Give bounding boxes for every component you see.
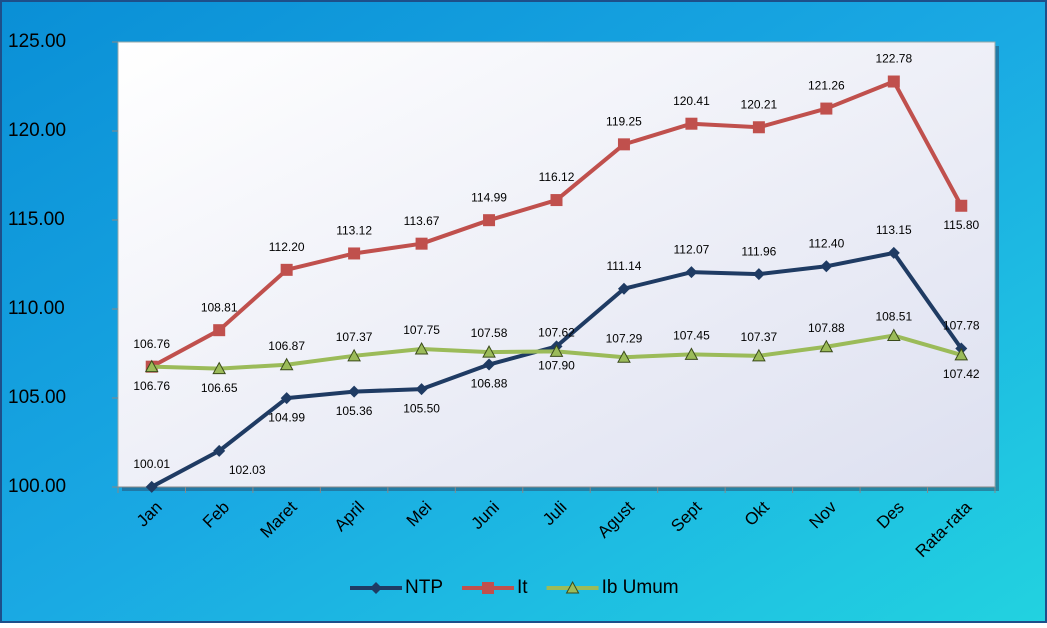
data-label: 108.81 bbox=[201, 300, 238, 314]
data-label: 105.36 bbox=[336, 404, 373, 418]
y-tick-label: 120.00 bbox=[8, 120, 66, 141]
data-label: 112.40 bbox=[808, 236, 844, 250]
data-label: 107.62 bbox=[538, 326, 575, 340]
marker bbox=[617, 350, 631, 363]
marker bbox=[483, 214, 496, 227]
data-label: 113.67 bbox=[404, 214, 440, 228]
data-label: 105.50 bbox=[403, 401, 440, 415]
data-label: 107.37 bbox=[336, 330, 373, 344]
data-label: 112.07 bbox=[674, 242, 710, 256]
data-label: 120.21 bbox=[741, 97, 778, 111]
data-label: 113.15 bbox=[876, 223, 912, 237]
data-label: 107.88 bbox=[808, 321, 845, 335]
data-label: 107.58 bbox=[471, 326, 508, 340]
marker bbox=[550, 194, 563, 207]
marker bbox=[819, 339, 834, 353]
marker bbox=[617, 138, 630, 151]
data-label: 106.65 bbox=[201, 381, 238, 395]
y-tick-label: 105.00 bbox=[8, 387, 66, 408]
marker bbox=[347, 348, 361, 362]
data-label: 114.99 bbox=[471, 190, 507, 204]
marker bbox=[279, 357, 294, 371]
marker bbox=[887, 75, 900, 88]
data-label: 122.78 bbox=[875, 52, 912, 66]
data-label: 107.42 bbox=[943, 367, 980, 381]
data-label: 119.25 bbox=[606, 115, 642, 129]
marker bbox=[280, 263, 293, 276]
data-label: 107.78 bbox=[943, 319, 980, 333]
data-label: 106.88 bbox=[471, 377, 508, 391]
marker bbox=[348, 385, 361, 398]
marker bbox=[370, 582, 382, 594]
data-label: 106.76 bbox=[133, 337, 170, 351]
marker bbox=[483, 358, 496, 371]
marker bbox=[482, 582, 494, 594]
marker bbox=[820, 102, 833, 115]
data-label: 104.99 bbox=[268, 410, 305, 424]
data-label: 120.41 bbox=[673, 94, 710, 108]
marker bbox=[348, 247, 361, 260]
marker bbox=[482, 345, 496, 358]
marker bbox=[685, 117, 698, 130]
marker bbox=[144, 359, 159, 373]
marker bbox=[212, 361, 227, 375]
data-label: 121.26 bbox=[808, 79, 845, 93]
marker bbox=[414, 342, 429, 355]
marker bbox=[549, 344, 564, 357]
marker bbox=[955, 199, 968, 212]
legend-label: It bbox=[517, 577, 528, 598]
data-label: 102.03 bbox=[229, 463, 266, 477]
marker bbox=[213, 324, 226, 337]
plot-area bbox=[117, 41, 996, 488]
legend-label: Ib Umum bbox=[602, 577, 679, 598]
marker bbox=[954, 347, 969, 361]
data-label: 116.12 bbox=[539, 170, 575, 184]
data-label: 100.01 bbox=[133, 457, 170, 471]
data-label: 106.76 bbox=[133, 379, 170, 393]
y-tick-label: 125.00 bbox=[8, 31, 66, 52]
data-label: 108.51 bbox=[875, 310, 912, 324]
y-tick-label: 110.00 bbox=[8, 298, 65, 319]
legend-label: NTP bbox=[405, 577, 443, 598]
marker bbox=[415, 383, 428, 396]
marker bbox=[752, 121, 765, 134]
y-tick-label: 115.00 bbox=[8, 209, 65, 230]
data-label: 113.12 bbox=[336, 224, 372, 238]
y-tick-label: 100.00 bbox=[8, 476, 66, 497]
marker bbox=[617, 282, 630, 295]
marker bbox=[886, 328, 901, 342]
data-label: 112.20 bbox=[269, 240, 305, 254]
marker bbox=[213, 444, 226, 457]
marker bbox=[752, 268, 765, 281]
data-label: 111.96 bbox=[741, 244, 776, 258]
marker bbox=[565, 580, 580, 594]
marker bbox=[820, 260, 833, 273]
data-label: 107.90 bbox=[538, 359, 575, 373]
data-label: 107.37 bbox=[741, 330, 778, 344]
marker bbox=[752, 348, 766, 362]
data-label: 107.29 bbox=[606, 331, 643, 345]
marker bbox=[685, 266, 698, 279]
marker bbox=[145, 480, 158, 493]
data-label: 107.75 bbox=[403, 323, 440, 337]
marker bbox=[684, 347, 699, 360]
data-label: 115.80 bbox=[943, 218, 979, 232]
data-label: 107.45 bbox=[673, 329, 710, 343]
data-label: 106.87 bbox=[268, 339, 305, 353]
marker bbox=[887, 246, 900, 259]
marker bbox=[415, 237, 428, 250]
marker bbox=[280, 392, 293, 405]
data-label: 111.14 bbox=[607, 259, 642, 273]
